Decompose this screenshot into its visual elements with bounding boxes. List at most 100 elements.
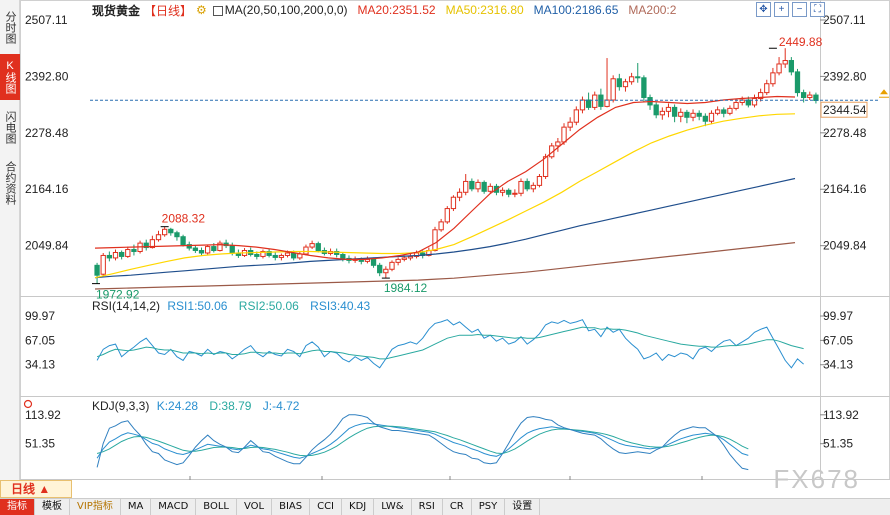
indicator-tab-8[interactable]: CCI (310, 499, 343, 515)
zoom-in-icon[interactable]: + (774, 2, 789, 17)
left-tab-bar: 分时图 K线图 闪电图 合约资料 (0, 0, 20, 480)
candle-body (266, 251, 272, 256)
rsi-params[interactable]: RSI(14,14,2) (92, 299, 161, 313)
candle-body (757, 92, 764, 100)
indicator-tab-5[interactable]: BOLL (196, 499, 237, 515)
ma100-value: MA100:2186.65 (533, 3, 619, 17)
candle-body (192, 247, 199, 252)
price-tick-label: 2164.16 (823, 182, 867, 196)
tab-flash-chart[interactable]: 闪电图 (4, 110, 16, 144)
candle-body (131, 249, 137, 253)
candle-body (561, 126, 567, 143)
candle-body (616, 78, 622, 88)
tab-contract-info[interactable]: 合约资料 (4, 161, 16, 205)
candle-body (555, 141, 561, 147)
rsi-tick-label: 99.97 (823, 309, 853, 323)
period-dropdown[interactable]: 日线 ▲ (0, 480, 72, 498)
candle-body (622, 81, 629, 88)
candle-body (530, 184, 536, 190)
ma-toggle-icon[interactable] (212, 6, 223, 16)
candle-body (469, 180, 475, 190)
price-tick-label: 2392.80 (823, 69, 867, 83)
candle-body (260, 251, 266, 257)
rsi-line-2 (96, 326, 804, 360)
candle-body (475, 181, 481, 190)
gear-icon[interactable]: ⚙ (196, 3, 207, 17)
indicator-tab-7[interactable]: BIAS (272, 499, 311, 515)
tab-timeshare[interactable]: 分时图 (4, 10, 16, 44)
candle-body (794, 71, 801, 94)
candle-body (641, 77, 647, 99)
indicator-tab-bar: 指标 模板 VIP指标 MA MACD BOLL VOL BIAS CCI KDJ LW& RSI CR… (0, 498, 890, 515)
candle-body (733, 101, 739, 109)
candle-body (807, 94, 813, 99)
candle-body (463, 180, 469, 193)
zoom-out-icon[interactable]: − (792, 2, 807, 17)
candle-body (198, 250, 205, 254)
candle-body (678, 111, 684, 117)
indicator-tab-12[interactable]: CR (443, 499, 472, 515)
ma-params[interactable]: MA(20,50,100,200,0,0) (224, 3, 348, 17)
indicator-tab-4[interactable]: MACD (151, 499, 197, 515)
indicator-tab-2[interactable]: VIP指标 (70, 499, 121, 515)
ma200-line (94, 242, 796, 290)
candle-body (764, 83, 770, 94)
kdj-params[interactable]: KDJ(9,3,3) (92, 399, 150, 413)
candle-body (377, 264, 383, 274)
tab-kline[interactable]: K线图 (0, 54, 20, 100)
chart-window-controls: ✥ + − ⛶ (756, 2, 825, 17)
fullscreen-icon[interactable]: ⛶ (810, 2, 825, 17)
kdj-settings-icon (23, 399, 33, 409)
candle-body (291, 252, 297, 259)
left-price-tick-label: 2164.16 (25, 182, 69, 196)
rsi2-value: RSI2:50.06 (238, 299, 299, 313)
price-tick-label: 2049.84 (823, 239, 867, 253)
kdj-left-tick-label: 51.35 (25, 437, 55, 451)
candle-body (714, 109, 721, 114)
candle-body (340, 253, 346, 259)
candle-body (370, 258, 377, 266)
kdj-line-k (96, 422, 749, 459)
candle-body (143, 242, 149, 249)
instrument-title: 现货黄金 (92, 3, 141, 18)
rsi-tick-label: 34.13 (823, 358, 853, 372)
candle-body (635, 76, 641, 79)
price-tick-label: 2507.11 (823, 13, 866, 27)
indicator-tab-13[interactable]: PSY (472, 499, 506, 515)
indicator-tab-14[interactable]: 设置 (505, 499, 541, 515)
kdj-k-value: K:24.28 (156, 399, 199, 413)
kdj-tick-label: 51.35 (823, 437, 853, 451)
candle-body (788, 60, 795, 73)
candle-body (782, 60, 788, 65)
indicator-tab-10[interactable]: LW& (374, 499, 412, 515)
indicator-tab-9[interactable]: KDJ (342, 499, 375, 515)
candle-body (100, 254, 106, 275)
candle-body (628, 76, 635, 83)
candle-body (579, 99, 586, 111)
candle-body (598, 94, 604, 107)
candle-body (653, 104, 659, 116)
watermark: FX678 (773, 464, 860, 494)
candle-body (395, 258, 401, 263)
left-price-tick-label: 2392.80 (25, 69, 69, 83)
candle-body (315, 243, 321, 252)
left-high-annotation: 2088.32 (162, 212, 206, 226)
indicator-tab-3[interactable]: MA (121, 499, 152, 515)
indicator-tab-6[interactable]: VOL (237, 499, 273, 515)
chart-canvas[interactable]: 2507.11 2507.11 2392.80 2392.80 2278.48 2278.… (0, 0, 890, 480)
candle-body (721, 109, 727, 114)
ma200-value: MA200:2 (628, 3, 677, 17)
ma50-value: MA50:2316.80 (445, 3, 524, 17)
candle-body (665, 106, 672, 112)
indicator-tab-1[interactable]: 模板 (35, 499, 70, 515)
candle-body (604, 99, 610, 107)
kdj-d-value: D:38.79 (209, 399, 252, 413)
rsi-left-tick-label: 99.97 (25, 309, 55, 323)
current-price-label: 2344.54 (823, 103, 867, 117)
indicator-tab-11[interactable]: RSI (412, 499, 443, 515)
high-annotation: 2449.88 (779, 35, 823, 49)
rsi1-value: RSI1:50.06 (167, 299, 228, 313)
ma100-line (94, 177, 796, 279)
indicator-tab-0[interactable]: 指标 (0, 499, 35, 515)
expand-icon[interactable]: ✥ (756, 2, 771, 17)
